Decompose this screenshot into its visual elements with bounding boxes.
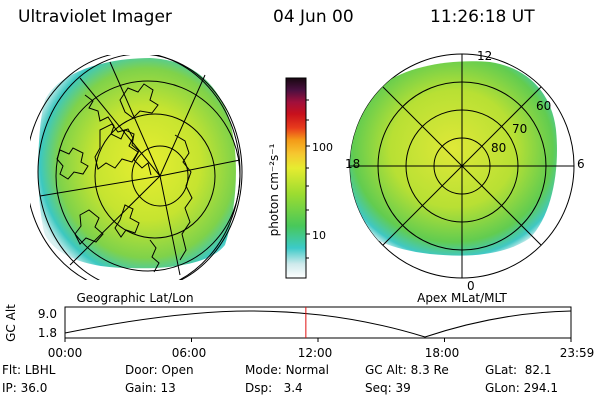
time-tick-1200: 12:00 — [298, 346, 333, 360]
param-dsp: Dsp: 3.4 — [245, 381, 303, 395]
time-tick-1800: 18:00 — [425, 346, 460, 360]
param-gcalt: GC Alt: 8.3 Re — [365, 363, 449, 377]
geo-map-caption: Geographic Lat/Lon — [76, 291, 193, 305]
time-tick-2359: 23:59 — [560, 346, 595, 360]
colorbar-tick-10: 10 — [312, 229, 326, 242]
mlt-label-6: 6 — [577, 157, 585, 171]
altitude-axis-label: GC Alt — [4, 304, 18, 342]
param-glat: GLat: 82.1 — [485, 363, 552, 377]
param-mode: Mode: Normal — [245, 363, 329, 377]
mlt-label-12: 12 — [477, 49, 492, 63]
mlat-label-70: 70 — [512, 122, 527, 136]
param-gain: Gain: 13 — [125, 381, 176, 395]
param-seq: Seq: 39 — [365, 381, 411, 395]
altitude-min-label: 1.8 — [38, 326, 57, 340]
altitude-curve — [64, 310, 572, 338]
mlt-label-0: 0 — [467, 279, 475, 293]
param-glon: GLon: 294.1 — [485, 381, 558, 395]
date-label: 04 Jun 00 — [273, 7, 354, 27]
time-tick-0000: 00:00 — [48, 346, 83, 360]
geographic-map — [30, 55, 243, 280]
apex-map-caption: Apex MLat/MLT — [417, 291, 507, 305]
apex-auroral-image — [350, 61, 557, 256]
param-door: Door: Open — [125, 363, 194, 377]
colorbar-tick-100: 100 — [312, 141, 333, 154]
colorbar: 100 10 photon cm⁻²s⁻¹ — [267, 77, 333, 279]
mlt-label-18: 18 — [345, 157, 360, 171]
mlat-label-80: 80 — [491, 141, 506, 155]
apex-map — [349, 53, 575, 279]
mlat-label-60: 60 — [536, 99, 551, 113]
instrument-title: Ultraviolet Imager — [18, 7, 172, 27]
altitude-max-label: 9.0 — [38, 307, 57, 321]
altitude-plot — [64, 306, 572, 342]
time-label: 11:26:18 UT — [430, 7, 535, 27]
param-flt: Flt: LBHL — [2, 363, 56, 377]
time-tick-0600: 06:00 — [172, 346, 207, 360]
param-ip: IP: 36.0 — [2, 381, 48, 395]
colorbar-label: photon cm⁻²s⁻¹ — [267, 143, 281, 236]
